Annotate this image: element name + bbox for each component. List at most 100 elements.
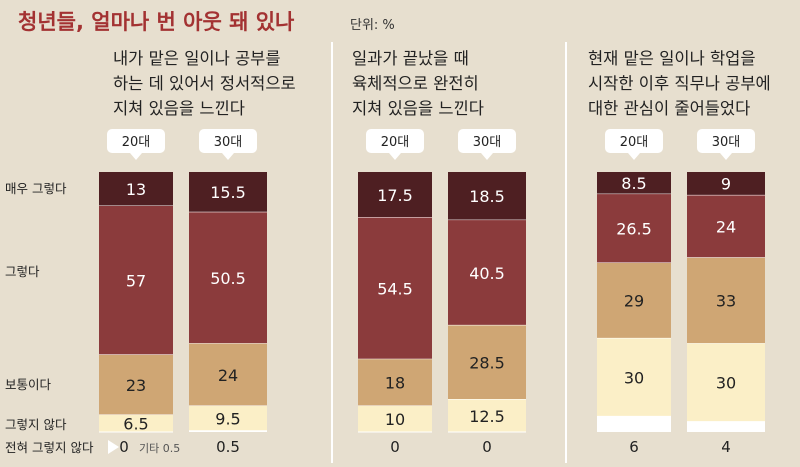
category-bubble-pointer (720, 153, 732, 160)
panel-title-line: 대한 관심이 줄어들었다 (588, 99, 750, 118)
bar-segment (99, 205, 173, 355)
bar-segment (687, 172, 765, 196)
bar-segment (189, 212, 267, 344)
panel-title-line: 하는 데 있어서 정서적으로 (113, 74, 296, 93)
bar-segment (358, 359, 432, 406)
category-label: 30대 (473, 135, 502, 150)
category-bubble-box (605, 129, 663, 153)
bar-segment (448, 325, 526, 400)
category-label-bubble: 20대 (605, 129, 663, 160)
category-bubble-pointer (628, 153, 640, 160)
unit-label: 단위: % (350, 18, 395, 33)
category-bubble-pointer (130, 153, 142, 160)
segment-value-label: 57 (126, 271, 146, 290)
panel-dividers (331, 42, 567, 463)
segment-value-label: 30 (716, 374, 736, 393)
bar-segment (687, 195, 765, 258)
bottom-value-label: 0 (390, 438, 400, 456)
segment-value-label: 50.5 (210, 269, 246, 288)
category-label-bubble: 30대 (458, 129, 516, 160)
bar-segment (687, 421, 765, 432)
bar-segment (597, 172, 671, 195)
category-label-bubble: 20대 (107, 129, 165, 160)
category-bubble-box (107, 129, 165, 153)
segment-value-label: 8.5 (621, 174, 646, 193)
legend-row-4: 전혀 그렇지 않다 (5, 440, 119, 455)
bar-segment (358, 172, 432, 218)
chart-title: 청년들, 얼마나 번 아웃 돼 있나 (18, 10, 295, 34)
category-label: 30대 (214, 135, 243, 150)
bar-segment (99, 354, 173, 416)
category-bubble-box (697, 129, 755, 153)
segment-value-label: 28.5 (469, 353, 505, 372)
category-label: 30대 (712, 135, 741, 150)
bar-segment (189, 343, 267, 406)
bar-segment (189, 406, 267, 431)
category-bubble-box (199, 129, 257, 153)
legend-label: 그렇지 않다 (5, 417, 67, 432)
segment-value-label: 9 (721, 175, 731, 194)
bar-segment (99, 415, 173, 432)
category-label-bubble: 30대 (199, 129, 257, 160)
segment-value-label: 13 (126, 180, 146, 199)
segment-value-label: 6.5 (123, 415, 148, 434)
segment-value-label: 24 (218, 366, 238, 385)
bar-segment (597, 338, 671, 417)
category-bubble-pointer (389, 153, 401, 160)
panel-title-line: 지쳐 있음을 느낀다 (352, 99, 484, 118)
bar-segment (448, 172, 526, 221)
segment-value-label: 26.5 (616, 220, 652, 239)
category-bubble-box (458, 129, 516, 153)
bottom-value-label: 6 (629, 438, 639, 456)
bar-segment (448, 399, 526, 432)
segment-value-label: 29 (624, 292, 644, 311)
bottom-value-label: 0.5 (216, 438, 240, 456)
bar-segment (597, 263, 671, 339)
category-label: 20대 (620, 135, 649, 150)
segment-value-label: 18 (385, 374, 405, 393)
bar-segment (189, 172, 267, 213)
segment-value-label: 18.5 (469, 187, 505, 206)
legend-label: 보통이다 (5, 377, 52, 392)
category-label-bubble: 30대 (697, 129, 755, 160)
segment-value-label: 17.5 (377, 186, 413, 205)
bar-segment (99, 172, 173, 206)
segment-value-label: 40.5 (469, 264, 505, 283)
panel-title-line: 육체적으로 완전히 (352, 74, 479, 93)
bottom-value-label: 4 (721, 438, 731, 456)
panel-title-line: 일과가 끝났을 때 (352, 49, 469, 68)
bar-segment (358, 406, 432, 432)
segment-value-label: 30 (624, 368, 644, 387)
category-label: 20대 (381, 135, 410, 150)
bar-segment (687, 257, 765, 344)
category-label-bubble: 20대 (366, 129, 424, 160)
bottom-value-label: 0 (119, 438, 129, 456)
segment-value-label: 9.5 (215, 409, 240, 428)
bar-segment (448, 220, 526, 326)
panel-title-line: 현재 맡은 일이나 학업을 (588, 49, 756, 68)
segment-value-label: 12.5 (469, 407, 505, 426)
panel-title-line: 내가 맡은 일이나 공부를 (113, 49, 281, 68)
segment-value-label: 33 (716, 292, 736, 311)
segment-value-label: 23 (126, 376, 146, 395)
bar-segment (189, 430, 267, 432)
category-bubble-pointer (481, 153, 493, 160)
panel-title-line: 지쳐 있음을 느낀다 (113, 99, 245, 118)
bar-segment (597, 194, 671, 263)
category-bubble-box (366, 129, 424, 153)
segment-value-label: 10 (385, 410, 405, 429)
category-label: 20대 (122, 135, 151, 150)
category-bubble-pointer (222, 153, 234, 160)
bar-segment (358, 217, 432, 360)
legend-marker-icon (108, 440, 119, 454)
panel-title-line: 시작한 이후 직무나 공부에 (588, 74, 771, 93)
bottom-value-label: 0 (482, 438, 492, 456)
segment-value-label: 24 (716, 218, 736, 237)
segment-value-label: 15.5 (210, 183, 246, 202)
